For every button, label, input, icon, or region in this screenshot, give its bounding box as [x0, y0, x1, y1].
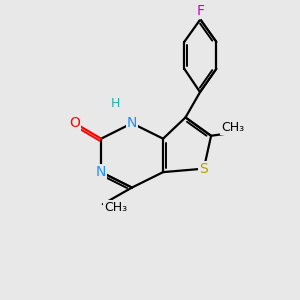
Text: F: F	[196, 4, 204, 18]
Text: N: N	[96, 165, 106, 179]
Text: O: O	[70, 116, 80, 130]
Text: CH₃: CH₃	[221, 121, 244, 134]
Text: S: S	[200, 162, 208, 176]
Text: N: N	[127, 116, 137, 130]
Text: CH₃: CH₃	[104, 200, 127, 214]
Text: H: H	[111, 97, 120, 110]
